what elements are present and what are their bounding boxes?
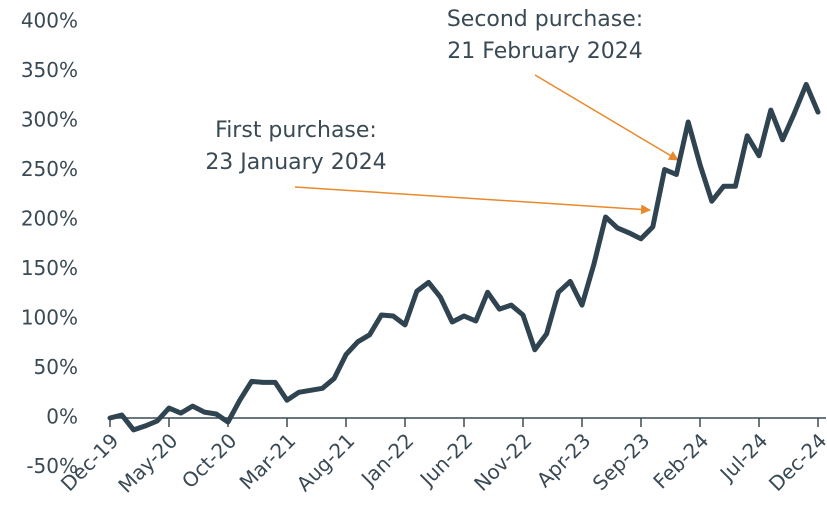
y-tick-label: 300%: [21, 108, 78, 132]
x-tick-label: Feb-24: [648, 428, 713, 493]
arrow: [534, 74, 679, 161]
x-tick-label: Oct-20: [177, 428, 242, 493]
y-tick-label: 100%: [21, 306, 78, 330]
annotation: First purchase:: [215, 118, 377, 143]
y-tick-label: 250%: [21, 157, 78, 181]
x-tick-label: Nov-22: [469, 428, 536, 495]
y-tick-label: 400%: [21, 9, 78, 33]
x-tick-label: May-20: [113, 428, 182, 497]
arrow: [294, 186, 651, 215]
annotation: 23 January 2024: [205, 150, 386, 175]
x-tick-label: Aug-21: [292, 428, 360, 496]
y-tick-label: 50%: [34, 355, 78, 379]
y-tick-label: 0%: [46, 405, 78, 429]
x-tick-label: Dec-24: [764, 428, 827, 495]
x-tick-label: Jan-22: [355, 428, 418, 491]
y-tick-label: 150%: [21, 256, 78, 280]
y-tick-label: 200%: [21, 207, 78, 231]
y-tick-label: 350%: [21, 58, 78, 82]
annotation: Second purchase:: [447, 7, 643, 32]
x-tick-label: Jun-22: [414, 428, 478, 492]
x-tick-label: Sep-23: [588, 428, 655, 495]
x-tick-label: Mar-21: [235, 428, 301, 494]
x-tick-label: Apr-23: [532, 428, 596, 492]
y-tick-label: -50%: [26, 454, 78, 478]
line: [107, 81, 821, 433]
annotation: 21 February 2024: [447, 39, 642, 64]
